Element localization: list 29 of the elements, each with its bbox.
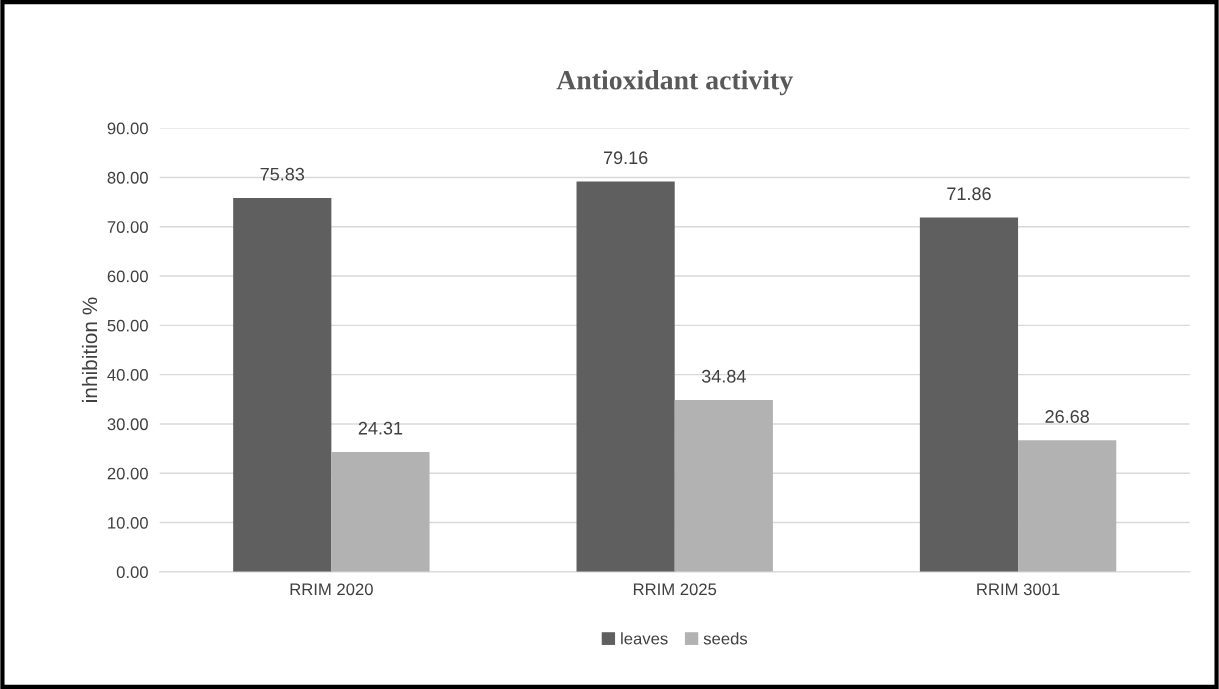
bar xyxy=(919,217,1019,572)
x-tick-label: RRIM 2020 xyxy=(290,583,373,596)
chart-title: Antioxidant activity xyxy=(556,69,793,96)
data-label: 75.83 xyxy=(260,167,305,181)
bar xyxy=(576,181,675,572)
data-label: 34.84 xyxy=(701,369,746,383)
legend-label: leaves xyxy=(621,632,668,645)
bar xyxy=(331,452,430,572)
x-tick-label: RRIM 3001 xyxy=(977,583,1060,596)
y-tick-label: 40.00 xyxy=(107,369,148,381)
data-label: 26.68 xyxy=(1045,410,1089,423)
data-label: 24.31 xyxy=(358,421,403,435)
data-label: 79.16 xyxy=(603,151,648,165)
bar xyxy=(233,198,332,572)
y-axis-title: inhibition % xyxy=(81,297,98,402)
y-tick-label: 20.00 xyxy=(107,467,148,480)
y-tick-label: 80.00 xyxy=(107,171,148,184)
y-tick-label: 70.00 xyxy=(107,221,148,233)
x-tick-label: RRIM 2025 xyxy=(633,583,717,596)
y-tick-label: 60.00 xyxy=(107,270,148,283)
y-tick-label: 0.00 xyxy=(116,566,148,579)
y-tick-label: 30.00 xyxy=(107,418,148,431)
y-tick-label: 90.00 xyxy=(107,122,148,135)
bar xyxy=(674,400,773,572)
data-label: 71.86 xyxy=(947,187,991,201)
bar xyxy=(1018,440,1117,572)
y-tick-label: 50.00 xyxy=(107,319,148,332)
y-tick-label: 10.00 xyxy=(108,516,148,529)
legend-label: seeds xyxy=(703,632,748,645)
